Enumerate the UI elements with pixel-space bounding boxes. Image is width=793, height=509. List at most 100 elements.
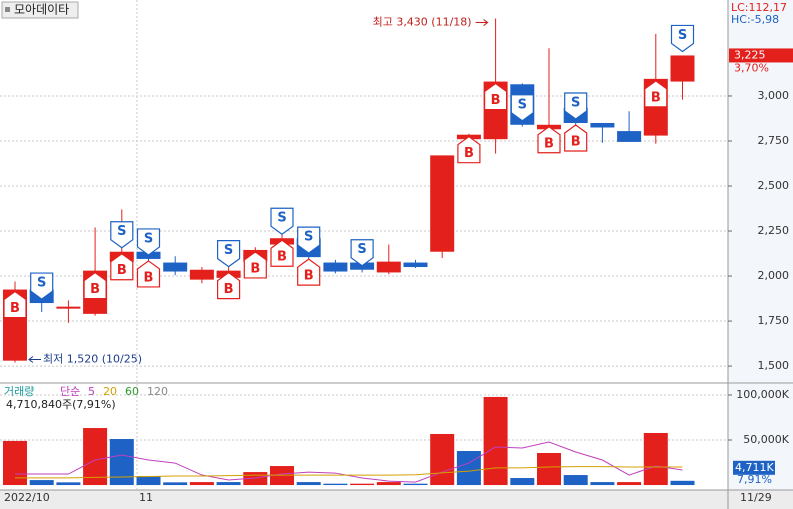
buy-label: B	[544, 136, 554, 151]
sell-marker	[110, 221, 134, 249]
volume-bar	[3, 440, 27, 486]
buy-label: B	[144, 270, 154, 285]
sell-marker	[297, 226, 321, 254]
buy-marker	[243, 251, 267, 279]
buy-label: B	[224, 282, 234, 297]
candle-body	[617, 131, 642, 142]
price-tag-label: 3,225	[734, 48, 766, 61]
candle-body	[670, 55, 695, 82]
y-tick-label: 3,000	[758, 89, 790, 102]
volume-pct: 7,91%	[737, 473, 772, 486]
candle-body	[376, 261, 401, 273]
y-tick-label: 2,750	[758, 134, 790, 147]
low-annotation: 최저 1,520 (10/25)	[43, 352, 142, 365]
buy-label: B	[304, 269, 314, 284]
volume-bar	[83, 428, 108, 486]
volume-bar	[670, 480, 695, 486]
buy-marker	[3, 290, 27, 319]
buy-marker	[83, 271, 107, 300]
x-tick-label: 2022/10	[4, 491, 50, 504]
sell-label: S	[678, 28, 687, 43]
volume-bar	[403, 483, 428, 486]
volume-summary: 4,710,840주(7,91%)	[6, 398, 116, 411]
buy-label: B	[464, 146, 474, 161]
y-tick-label: 2,250	[758, 224, 790, 237]
volume-bar	[56, 482, 81, 486]
y-tick-label: 2,500	[758, 179, 790, 192]
ma-period: 5	[88, 385, 95, 398]
volume-bar	[189, 482, 214, 486]
buy-label: B	[90, 282, 100, 297]
y-tick-label: 100,000K	[736, 388, 789, 401]
date-bar	[0, 490, 793, 509]
volume-bar	[430, 433, 455, 486]
sell-label: S	[304, 230, 313, 245]
y-tick-label: 1,750	[758, 314, 790, 327]
volume-bar	[510, 478, 535, 486]
buy-marker	[564, 124, 588, 152]
ma-line	[15, 466, 683, 479]
volume-bar	[136, 476, 161, 486]
title-box	[1, 1, 79, 19]
volume-bar	[323, 483, 348, 486]
price-tag	[729, 48, 793, 63]
volume-bar	[456, 451, 481, 486]
lc-label: LC:112,17	[731, 1, 787, 14]
y-tick-label: 2,000	[758, 269, 790, 282]
low-arrow	[28, 356, 41, 363]
candle-body	[323, 262, 348, 272]
axis-panel	[728, 0, 793, 490]
sell-marker	[510, 94, 534, 122]
sell-marker	[350, 239, 374, 267]
candle-body	[56, 306, 81, 309]
volume-bar	[537, 452, 561, 486]
buy-label: B	[571, 134, 581, 149]
volume-bar	[296, 482, 321, 486]
buy-marker	[110, 252, 134, 281]
sell-label: S	[37, 276, 46, 291]
hc-label: HC:-5,98	[731, 13, 779, 26]
volume-bar	[617, 482, 642, 486]
candle-body	[163, 262, 188, 272]
buy-label: B	[651, 90, 661, 105]
sell-marker	[564, 92, 588, 120]
buy-marker	[457, 135, 481, 164]
x-tick-label: 11	[139, 491, 153, 504]
high-arrow	[475, 19, 489, 26]
buy-marker	[644, 80, 668, 108]
buy-label: B	[117, 263, 127, 278]
volume-tag-label: 4,711K	[735, 461, 774, 474]
buy-label: B	[491, 93, 501, 108]
sell-marker	[136, 228, 161, 256]
sell-marker	[217, 240, 241, 268]
candle-body	[590, 122, 615, 128]
sell-label: S	[571, 95, 580, 110]
sell-label: S	[144, 231, 153, 246]
candle-body	[189, 269, 214, 280]
buy-marker	[484, 82, 508, 111]
volume-bar	[590, 482, 615, 486]
buy-marker	[537, 126, 561, 154]
title-icon	[5, 7, 10, 12]
volume-bar	[563, 475, 588, 486]
volume-bar	[483, 396, 508, 486]
x-tick-label: 11/29	[740, 491, 772, 504]
volume-bar	[350, 483, 375, 486]
sell-marker	[30, 272, 54, 300]
ma-period: 60	[125, 385, 139, 398]
sell-label: S	[518, 97, 527, 112]
chart-title: 모아데이타	[14, 3, 69, 17]
sell-marker	[270, 207, 294, 235]
ma-period: 120	[147, 385, 168, 398]
volume-bar	[376, 482, 401, 486]
ma-label: 단순	[60, 385, 80, 398]
volume-bar	[29, 480, 54, 486]
sell-label: S	[357, 242, 366, 257]
volume-bar	[643, 432, 668, 486]
buy-label: B	[10, 301, 20, 316]
change-label: 3,70%	[734, 61, 769, 74]
buy-marker	[297, 258, 321, 286]
buy-label: B	[250, 261, 260, 276]
ma-period: 20	[103, 385, 117, 398]
buy-marker	[270, 239, 294, 267]
